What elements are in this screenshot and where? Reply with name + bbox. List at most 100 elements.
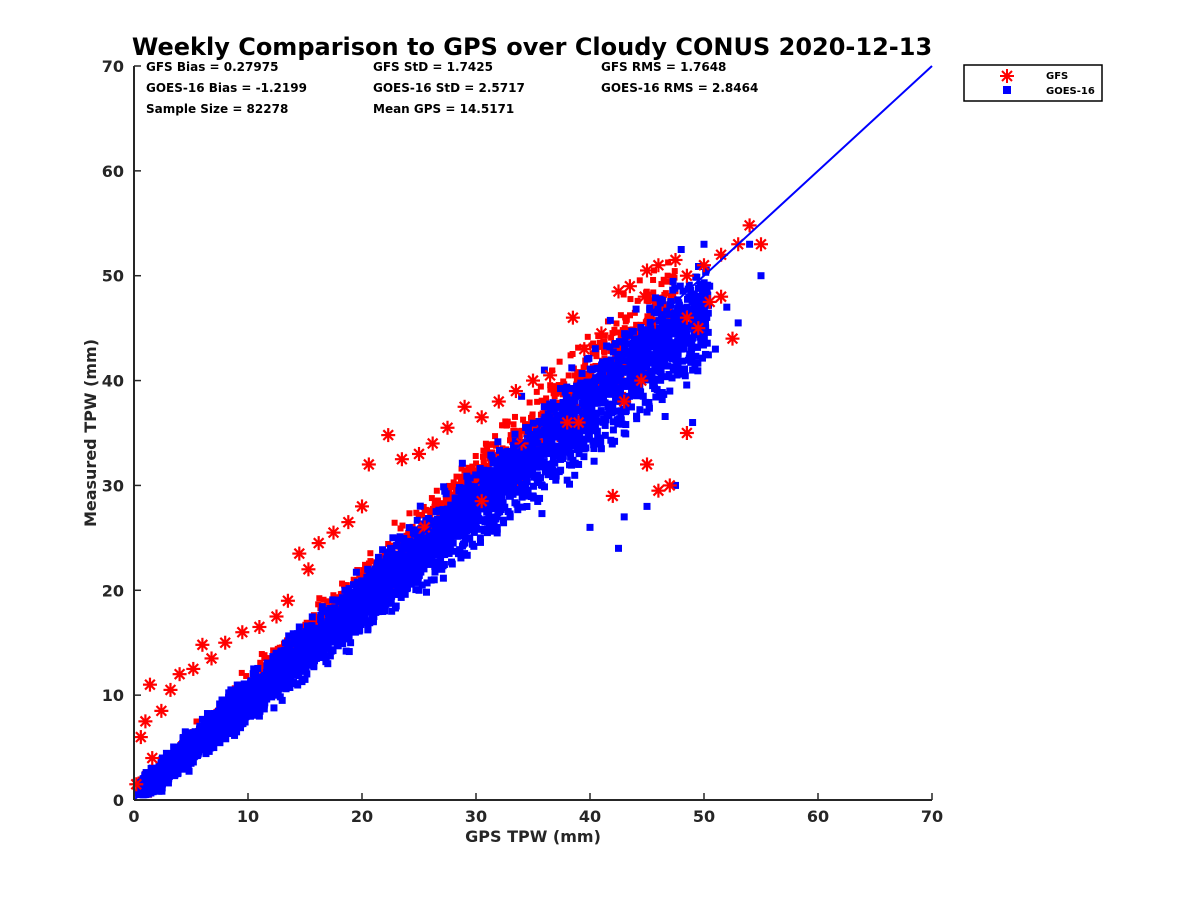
gfs-cloud-point bbox=[442, 495, 449, 502]
goes-cloud-point bbox=[393, 542, 401, 550]
goes-cloud-point bbox=[500, 504, 508, 512]
goes-cloud-point bbox=[529, 419, 537, 427]
goes-cloud-point bbox=[516, 453, 524, 461]
goes-cloud-point bbox=[481, 489, 489, 497]
gfs-cloud-point bbox=[611, 326, 618, 333]
goes-cloud-point bbox=[658, 396, 666, 404]
goes-cloud-point bbox=[608, 389, 616, 397]
gfs-cloud-point bbox=[584, 333, 591, 340]
goes-cloud-point bbox=[451, 494, 459, 502]
goes-cloud-point bbox=[679, 287, 687, 295]
gfs-cloud-point bbox=[643, 289, 650, 296]
gfs-cloud-point bbox=[446, 482, 453, 489]
gfs-cloud-point bbox=[644, 313, 651, 320]
goes-cloud-point bbox=[338, 594, 346, 602]
goes-cloud-point bbox=[297, 638, 305, 646]
goes-cloud-point bbox=[538, 428, 546, 436]
goes-cloud-point bbox=[614, 420, 622, 428]
goes-cloud-point bbox=[549, 473, 557, 481]
goes-cloud-point bbox=[317, 654, 325, 662]
goes-cloud-point bbox=[633, 415, 641, 423]
goes-cloud-point bbox=[289, 678, 297, 686]
gfs-cloud-point bbox=[469, 463, 476, 470]
goes-cloud-point bbox=[585, 435, 593, 443]
goes-cloud-point bbox=[246, 712, 254, 720]
goes-cloud-point bbox=[636, 383, 644, 391]
gfs-cloud-point bbox=[538, 397, 545, 404]
goes-cloud-point bbox=[273, 691, 281, 699]
goes-cloud-point bbox=[627, 403, 635, 411]
goes-cloud-point bbox=[584, 407, 592, 415]
gfs-cloud-point bbox=[489, 441, 496, 448]
goes-cloud-point bbox=[388, 551, 396, 559]
gfs-cloud-point bbox=[391, 519, 398, 526]
goes-cloud-point bbox=[529, 482, 537, 490]
goes-cloud-point bbox=[326, 652, 334, 660]
gfs-cloud-point bbox=[471, 467, 478, 474]
goes-cloud-point bbox=[300, 660, 308, 668]
goes-cloud-point bbox=[476, 534, 484, 542]
gfs-cloud-point bbox=[341, 582, 348, 589]
goes-cloud-point bbox=[483, 505, 491, 513]
goes-cloud-point bbox=[353, 578, 361, 586]
goes-cloud-point bbox=[676, 282, 684, 290]
goes-cloud-point bbox=[400, 534, 408, 542]
gfs-cloud-point bbox=[663, 278, 670, 285]
goes-cloud-point bbox=[549, 454, 557, 462]
goes-cloud-point bbox=[413, 516, 421, 524]
goes-cloud-point bbox=[447, 501, 455, 509]
goes-cloud-point bbox=[388, 592, 396, 600]
goes-cloud-point bbox=[661, 412, 669, 420]
goes-cloud-point bbox=[637, 388, 645, 396]
goes-cloud-point bbox=[663, 318, 671, 326]
goes-cloud-point bbox=[559, 452, 567, 460]
goes-cloud-point bbox=[658, 350, 666, 358]
goes-cloud-point bbox=[563, 383, 571, 391]
goes-cloud-point bbox=[322, 653, 330, 661]
goes-cloud-point bbox=[637, 324, 645, 332]
goes-cloud-point bbox=[608, 367, 616, 375]
goes-cloud-point bbox=[496, 446, 504, 454]
goes-cloud-point bbox=[606, 359, 614, 367]
goes-cloud-point bbox=[646, 368, 654, 376]
goes-cloud-point bbox=[366, 598, 374, 606]
gfs-cloud-point bbox=[533, 388, 540, 395]
goes-cloud-point bbox=[527, 451, 535, 459]
goes-cloud-point bbox=[699, 306, 707, 314]
gfs-cloud-point bbox=[482, 440, 489, 447]
goes-cloud-point bbox=[472, 471, 480, 479]
goes-cloud-point bbox=[401, 590, 409, 598]
goes-cloud-point bbox=[317, 616, 325, 624]
goes-cloud-point bbox=[690, 331, 698, 339]
gfs-cloud-point bbox=[485, 462, 492, 469]
gfs-cloud-point bbox=[575, 344, 582, 351]
gfs-cloud-point bbox=[608, 334, 615, 341]
gfs-cloud-point bbox=[539, 438, 546, 445]
gfs-cloud-point bbox=[534, 398, 541, 405]
goes-cloud-point bbox=[645, 357, 653, 365]
goes-cloud-point bbox=[623, 399, 631, 407]
goes-cloud-point bbox=[534, 497, 542, 505]
gfs-cloud-point bbox=[549, 384, 556, 391]
gfs-cloud-point bbox=[413, 509, 420, 516]
goes-cloud-point bbox=[646, 331, 654, 339]
goes-cloud-point bbox=[635, 336, 643, 344]
goes-cloud-point bbox=[511, 499, 519, 507]
goes-cloud-point bbox=[624, 366, 632, 374]
goes-cloud-point bbox=[459, 520, 467, 528]
goes-cloud-point bbox=[637, 357, 645, 365]
gfs-cloud-point bbox=[609, 330, 616, 337]
gfs-cloud-point bbox=[617, 345, 624, 352]
gfs-cloud-point bbox=[539, 410, 546, 417]
gfs-cloud-point bbox=[660, 307, 667, 314]
goes-cloud-point bbox=[558, 406, 566, 414]
goes-cloud-point bbox=[548, 439, 556, 447]
goes-cloud-point bbox=[669, 277, 677, 285]
gfs-cloud-point bbox=[553, 390, 560, 397]
goes-cloud-point bbox=[371, 608, 379, 616]
goes-cloud-point bbox=[657, 376, 665, 384]
goes-cloud-point bbox=[672, 356, 680, 364]
goes-cloud-point bbox=[254, 664, 262, 672]
goes-cloud-point bbox=[294, 681, 302, 689]
goes-cloud-point bbox=[350, 626, 358, 634]
